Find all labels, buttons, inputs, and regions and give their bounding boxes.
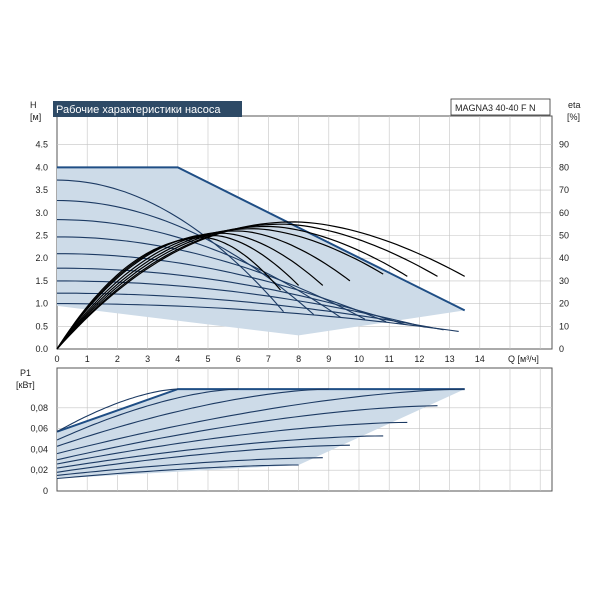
power-area-fill xyxy=(57,389,465,479)
head-envelope-line xyxy=(57,166,466,312)
p1-tick-label: 0,06 xyxy=(30,424,48,434)
x-tick-label: 7 xyxy=(266,354,271,364)
eta-axis-label: eta xyxy=(568,100,581,110)
efficiency-curve xyxy=(56,221,465,350)
x-tick-label: 4 xyxy=(175,354,180,364)
power-chart-ticks: 0 0,02 0,04 0,06 0,08 xyxy=(30,403,48,496)
power-curve xyxy=(56,457,323,476)
model-label: MAGNA3 40-40 F N xyxy=(455,103,536,113)
y-tick-label: 2.5 xyxy=(35,231,48,241)
y-tick-label: 4.0 xyxy=(35,162,48,172)
head-operating-area xyxy=(57,166,466,336)
head-axis-unit: [м] xyxy=(30,112,41,122)
eta-tick-label: 80 xyxy=(559,162,569,172)
head-area-fill xyxy=(57,167,465,336)
y-tick-label: 0.0 xyxy=(35,344,48,354)
x-tick-label: 3 xyxy=(145,354,150,364)
eta-tick-label: 10 xyxy=(559,321,569,331)
x-tick-label: 12 xyxy=(414,354,424,364)
p1-tick-label: 0,08 xyxy=(30,403,48,413)
eta-tick-label: 30 xyxy=(559,276,569,286)
head-curve xyxy=(56,219,342,319)
power-curve xyxy=(56,405,438,461)
head-chart-ticks: 0 1 2 3 4 5 6 7 8 9 10 11 12 13 140.00.51.01.52.02.53.… xyxy=(35,140,569,364)
power-curve xyxy=(56,388,465,455)
power-curve xyxy=(56,388,239,441)
x-tick-label: 13 xyxy=(445,354,455,364)
p1-tick-label: 0 xyxy=(43,486,48,496)
p1-tick-label: 0,04 xyxy=(30,444,48,454)
model-box xyxy=(450,98,551,116)
x-tick-label: 2 xyxy=(115,354,120,364)
y-tick-label: 4.5 xyxy=(35,140,48,150)
x-tick-label: 0 xyxy=(54,354,59,364)
head-curve xyxy=(57,253,387,323)
power-axis-label: P1 xyxy=(20,368,31,378)
x-tick-label: 9 xyxy=(326,354,331,364)
title-banner xyxy=(53,101,242,117)
eta-tick-label: 90 xyxy=(559,140,569,150)
efficiency-curves-group xyxy=(56,221,465,350)
eta-axis-unit: [%] xyxy=(567,112,580,122)
power-curve xyxy=(56,464,299,480)
x-tick-label: 8 xyxy=(296,354,301,364)
eta-tick-label: 50 xyxy=(559,231,569,241)
x-tick-label: 10 xyxy=(354,354,364,364)
power-curve xyxy=(56,444,350,473)
power-curve xyxy=(56,435,384,469)
head-curve xyxy=(57,303,459,332)
y-tick-label: 0.5 xyxy=(35,321,48,331)
y-tick-label: 1.5 xyxy=(35,276,48,286)
p1-tick-label: 0,02 xyxy=(30,465,48,475)
head-curve xyxy=(57,236,366,320)
x-tick-label: 6 xyxy=(236,354,241,364)
head-curve xyxy=(57,292,444,331)
y-tick-label: 2.0 xyxy=(35,253,48,263)
efficiency-curve xyxy=(56,237,281,350)
power-curve xyxy=(56,388,178,433)
eta-tick-label: 0 xyxy=(559,344,564,354)
head-curve xyxy=(57,267,405,325)
x-tick-label: 5 xyxy=(205,354,210,364)
x-tick-label: 14 xyxy=(475,354,485,364)
y-tick-label: 1.0 xyxy=(35,299,48,309)
eta-tick-label: 20 xyxy=(559,299,569,309)
y-tick-label: 3.5 xyxy=(35,185,48,195)
power-curves-group xyxy=(56,388,465,480)
efficiency-curve xyxy=(56,223,438,350)
chart-title: Рабочие характеристики насоса xyxy=(56,104,221,116)
head-axis-label: H xyxy=(30,100,37,110)
flow-axis-label: Q [м³/ч] xyxy=(508,354,539,364)
eta-tick-label: 60 xyxy=(559,208,569,218)
eta-tick-label: 70 xyxy=(559,185,569,195)
head-curve xyxy=(57,280,426,328)
x-tick-label: 1 xyxy=(85,354,90,364)
y-tick-label: 3.0 xyxy=(35,208,48,218)
power-axis-unit: [кВт] xyxy=(16,380,35,390)
head-curve xyxy=(56,179,284,312)
power-curve xyxy=(56,388,329,447)
x-tick-label: 11 xyxy=(385,354,394,364)
power-curve xyxy=(56,421,408,465)
eta-tick-label: 40 xyxy=(559,253,569,263)
